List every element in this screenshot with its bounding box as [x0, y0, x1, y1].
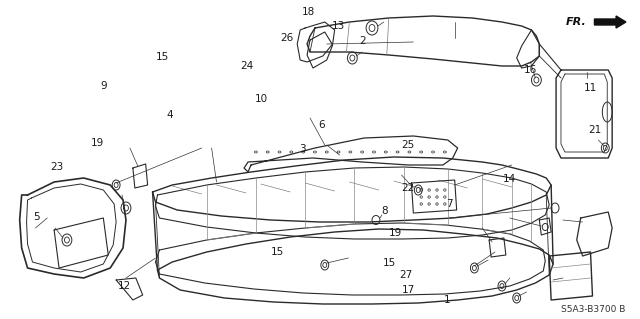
Text: 13: 13: [332, 20, 346, 31]
Text: 14: 14: [502, 174, 516, 184]
Text: 19: 19: [91, 138, 104, 148]
Text: 25: 25: [401, 140, 415, 150]
Text: 9: 9: [100, 81, 108, 91]
Text: 21: 21: [589, 125, 602, 135]
FancyArrow shape: [595, 16, 626, 28]
Text: 7: 7: [446, 198, 452, 209]
Text: 15: 15: [271, 247, 284, 257]
Text: 8: 8: [381, 205, 388, 216]
Text: FR.: FR.: [566, 17, 587, 27]
Text: 16: 16: [524, 64, 537, 75]
Text: 27: 27: [399, 270, 413, 280]
Text: 23: 23: [50, 162, 63, 173]
Text: 11: 11: [584, 83, 598, 93]
Text: 19: 19: [389, 228, 402, 238]
Text: 17: 17: [401, 285, 415, 295]
Text: 6: 6: [318, 120, 324, 130]
Text: 2: 2: [359, 36, 365, 47]
Text: 18: 18: [302, 7, 316, 17]
Text: 10: 10: [255, 94, 268, 104]
Text: 26: 26: [280, 33, 293, 43]
Text: 4: 4: [167, 110, 173, 120]
Text: 3: 3: [299, 144, 306, 154]
Text: 22: 22: [401, 182, 415, 193]
Text: 15: 15: [156, 52, 169, 62]
Text: 24: 24: [240, 61, 253, 71]
Text: 5: 5: [33, 212, 40, 222]
Text: S5A3-B3700 B: S5A3-B3700 B: [561, 306, 625, 315]
Text: 15: 15: [383, 258, 396, 268]
Text: 1: 1: [444, 295, 451, 305]
Text: 12: 12: [118, 281, 131, 292]
